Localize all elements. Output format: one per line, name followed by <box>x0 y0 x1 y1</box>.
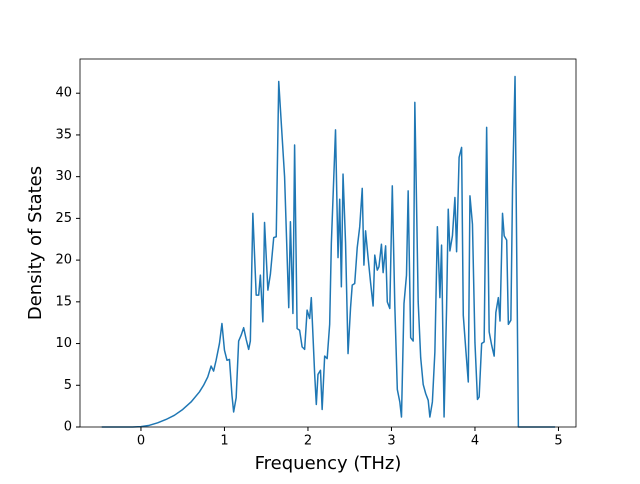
x-tick-label: 3 <box>387 434 395 449</box>
y-tick-label: 35 <box>55 127 72 142</box>
x-axis-label: Frequency (THz) <box>255 453 402 474</box>
x-tick-label: 2 <box>304 434 312 449</box>
y-tick-label: 5 <box>64 378 72 393</box>
y-tick-label: 25 <box>55 211 72 226</box>
y-tick-label: 20 <box>55 253 72 268</box>
y-tick-label: 10 <box>55 336 72 351</box>
x-tick-label: 4 <box>471 434 479 449</box>
y-tick-label: 0 <box>64 420 72 435</box>
y-tick-label: 15 <box>55 294 72 309</box>
x-tick-label: 1 <box>220 434 228 449</box>
dos-line <box>101 75 556 428</box>
y-tick-label: 30 <box>55 169 72 184</box>
y-tick-label: 40 <box>55 86 72 101</box>
y-axis-label: Density of States <box>25 166 46 320</box>
x-tick-label: 0 <box>137 434 145 449</box>
x-tick-label: 5 <box>554 434 562 449</box>
axes-frame <box>79 58 577 428</box>
